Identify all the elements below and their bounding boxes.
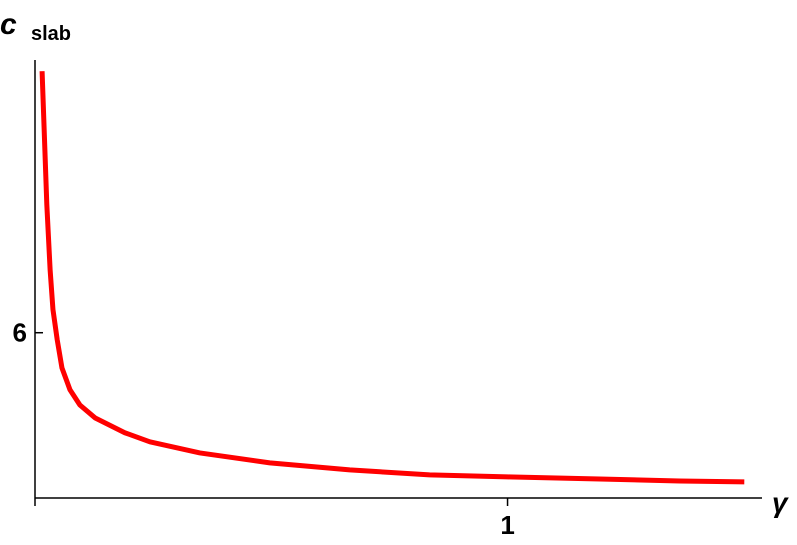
- y-tick-label: 6: [13, 318, 27, 348]
- x-axis-label: γ: [772, 487, 789, 518]
- x-tick-label: 1: [500, 510, 514, 540]
- y-axis-label: c: [0, 8, 17, 41]
- y-axis-label-subscript: slab: [31, 23, 71, 45]
- line: [39, 71, 745, 485]
